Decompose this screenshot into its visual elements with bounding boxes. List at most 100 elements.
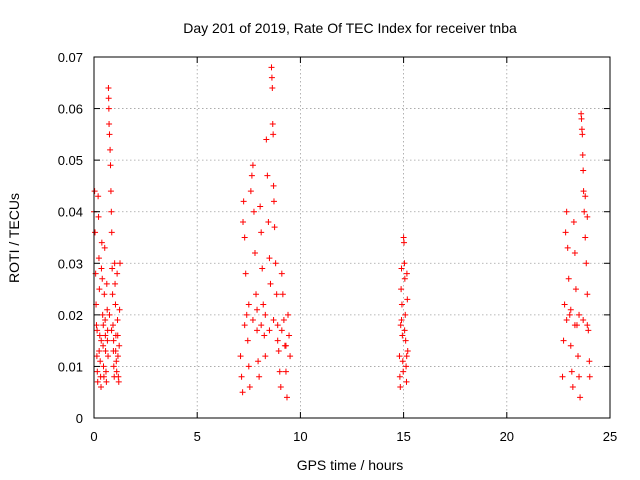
data-point-marker [577,394,584,401]
data-point-marker [559,373,566,380]
data-point-marker [585,327,592,334]
data-point-marker [255,358,262,365]
data-point-marker [96,347,103,354]
data-point-marker [106,311,113,318]
data-point-marker [107,188,114,195]
data-point-marker [94,368,101,375]
data-point-marker [102,332,109,339]
data-point-marker [567,342,574,349]
data-point-marker [111,260,118,267]
data-point-marker [258,229,265,236]
data-point-marker [399,332,406,339]
data-point-marker [276,368,283,375]
data-point-marker [563,208,570,215]
data-point-marker [402,311,409,318]
data-point-marker [101,291,108,298]
data-point-marker [580,317,587,324]
data-point-marker [584,322,591,329]
data-point-marker [283,394,290,401]
data-point-marker [274,322,281,329]
data-point-marker [116,342,123,349]
data-point-marker [270,182,277,189]
data-point-marker [247,188,254,195]
data-point-marker [403,363,410,370]
data-point-marker [569,384,576,391]
data-point-marker [242,270,249,277]
data-point-marker [403,378,410,385]
data-point-marker [270,131,277,138]
y-tick-label: 0.05 [58,153,83,168]
data-point-marker [241,234,248,241]
data-point-marker [584,213,591,220]
data-point-marker [102,368,109,375]
data-point-marker [115,378,122,385]
chart-title: Day 201 of 2019, Rate Of TEC Index for r… [183,20,517,36]
data-point-marker [274,337,281,344]
data-point-marker [586,373,593,380]
data-point-marker [400,234,407,241]
data-point-marker [106,131,113,138]
data-point-marker [94,327,101,334]
y-tick-label: 0 [76,411,83,426]
data-point-marker [105,95,112,102]
data-point-marker [580,167,587,174]
data-point-marker [273,291,280,298]
data-point-marker [107,146,114,153]
data-point-marker [270,317,277,324]
data-point-marker [263,136,270,143]
data-point-marker [572,286,579,293]
data-point-marker [104,306,111,313]
data-point-marker [260,301,267,308]
data-point-marker [93,353,100,360]
data-point-marker [583,260,590,267]
data-point-marker [109,291,116,298]
y-tick-label: 0.06 [58,102,83,117]
data-point-marker [258,322,265,329]
data-point-marker [237,353,244,360]
data-point-marker [254,306,261,313]
data-point-marker [100,322,107,329]
data-point-marker [579,151,586,158]
data-point-marker [563,317,570,324]
data-point-marker [105,84,112,91]
y-tick-label: 0.02 [58,308,83,323]
data-point-marker [248,172,255,179]
data-point-marker [398,286,405,293]
data-point-marker [239,389,246,396]
data-point-marker [264,172,271,179]
data-point-marker [103,280,110,287]
data-point-marker [115,373,122,380]
data-point-marker [249,162,256,169]
data-point-marker [245,363,252,370]
data-point-marker [401,239,408,246]
data-point-marker [269,121,276,128]
data-point-marker [114,332,121,339]
data-point-marker [95,213,102,220]
data-point-marker [285,311,292,318]
data-point-marker [584,291,591,298]
data-point-marker [105,105,112,112]
data-point-marker [400,368,407,375]
data-point-marker [101,244,108,251]
data-point-marker [278,270,285,277]
data-point-marker [100,342,107,349]
data-point-marker [116,306,123,313]
y-tick-label: 0.03 [58,256,83,271]
data-point-marker [266,327,273,334]
data-point-marker [112,347,119,354]
data-point-marker [265,219,272,226]
data-point-marker [254,327,261,334]
data-point-marker [240,198,247,205]
data-point-marker [104,337,111,344]
data-point-marker [103,378,110,385]
data-point-marker [582,234,589,241]
data-points [91,64,593,401]
data-point-marker [113,368,120,375]
data-point-marker [586,358,593,365]
data-point-marker [117,260,124,267]
data-point-marker [262,311,269,318]
data-point-marker [98,265,105,272]
data-point-marker [401,327,408,334]
data-point-marker [280,317,287,324]
